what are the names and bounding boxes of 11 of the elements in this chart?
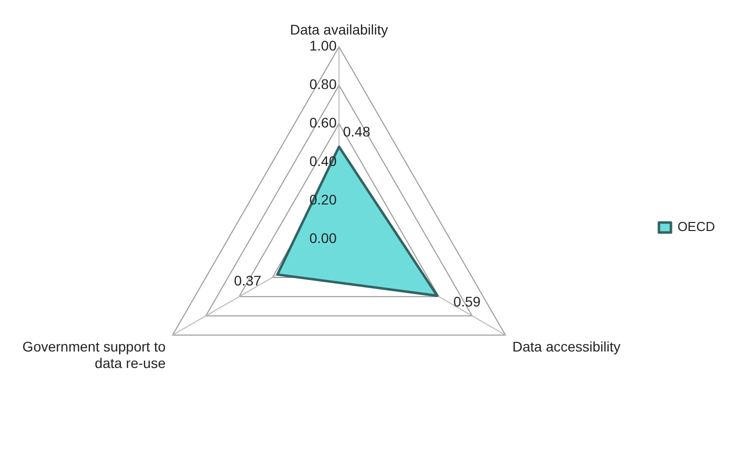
y-tick-label: 0.80 — [309, 76, 337, 92]
spoke-label: Government support to data re-use — [22, 338, 166, 372]
spoke-label: Data availability — [290, 21, 388, 38]
y-tick-label: 1.00 — [309, 38, 337, 54]
data-label: 0.37 — [234, 272, 262, 288]
y-tick-label: 0.00 — [309, 230, 337, 246]
data-label: 0.59 — [453, 294, 481, 310]
spoke-label: Data accessibility — [512, 338, 621, 354]
legend-label: OECD — [677, 219, 716, 234]
data-label: 0.48 — [343, 124, 370, 140]
y-tick-label: 0.60 — [309, 114, 337, 131]
